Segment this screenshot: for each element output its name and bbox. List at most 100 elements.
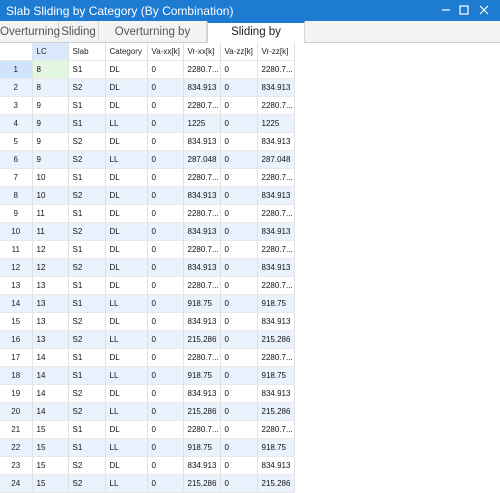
table-cell[interactable]: 9	[32, 96, 69, 115]
table-cell[interactable]: 0	[220, 438, 258, 457]
table-cell[interactable]: S1	[68, 60, 106, 79]
table-cell[interactable]: 0	[147, 150, 184, 169]
table-cell[interactable]: 15	[32, 420, 69, 439]
table-cell[interactable]: 0	[220, 78, 258, 97]
table-row[interactable]: 14 13 S1 LL 0 918.75 0 918.75	[0, 294, 295, 313]
table-row[interactable]: 4 9 S1 LL 0 1225 0 1225	[0, 114, 295, 133]
table-cell[interactable]: 10	[32, 168, 69, 187]
table-cell[interactable]: 0	[147, 132, 184, 151]
table-cell[interactable]: 2280.7...	[257, 276, 295, 295]
tab-overturning-by-category[interactable]: Overturning by Category	[99, 21, 207, 60]
table-cell[interactable]: 11	[32, 204, 69, 223]
table-cell[interactable]: 0	[220, 456, 258, 475]
table-cell[interactable]: 834.913	[183, 258, 221, 277]
minimize-icon[interactable]	[438, 2, 454, 18]
table-cell[interactable]: DL	[105, 312, 148, 331]
table-cell[interactable]: 0	[220, 384, 258, 403]
table-cell[interactable]: S2	[68, 186, 106, 205]
table-cell[interactable]: S1	[68, 114, 106, 133]
table-cell[interactable]: 918.75	[257, 438, 295, 457]
table-cell[interactable]: 2280.7...	[183, 276, 221, 295]
table-cell[interactable]: 834.913	[183, 78, 221, 97]
table-cell[interactable]: DL	[105, 96, 148, 115]
table-cell[interactable]: 918.75	[257, 294, 295, 313]
column-header-vr-xx[interactable]: Vr-xx[k]	[183, 43, 221, 61]
table-cell[interactable]: 0	[147, 114, 184, 133]
table-cell[interactable]: 2280.7...	[183, 348, 221, 367]
table-cell[interactable]: 2280.7...	[257, 420, 295, 439]
table-cell[interactable]: 0	[220, 348, 258, 367]
table-row[interactable]: 23 15 S2 DL 0 834.913 0 834.913	[0, 456, 295, 475]
table-cell[interactable]: 834.913	[257, 312, 295, 331]
table-cell[interactable]: S2	[68, 150, 106, 169]
table-cell[interactable]: 834.913	[183, 186, 221, 205]
table-cell[interactable]: DL	[105, 348, 148, 367]
table-cell[interactable]: DL	[105, 258, 148, 277]
table-cell[interactable]: 0	[220, 258, 258, 277]
table-cell[interactable]: 0	[147, 330, 184, 349]
table-cell[interactable]: 287.048	[257, 150, 295, 169]
table-cell[interactable]: 8	[32, 60, 69, 79]
table-cell[interactable]: S1	[68, 168, 106, 187]
table-row[interactable]: 10 11 S2 DL 0 834.913 0 834.913	[0, 222, 295, 241]
table-cell[interactable]: 0	[220, 186, 258, 205]
table-cell[interactable]: LL	[105, 150, 148, 169]
table-cell[interactable]: S2	[68, 222, 106, 241]
table-cell[interactable]: 0	[147, 204, 184, 223]
table-cell[interactable]: 0	[147, 78, 184, 97]
table-cell[interactable]: S2	[68, 258, 106, 277]
table-cell[interactable]: 1225	[183, 114, 221, 133]
table-row[interactable]: 20 14 S2 LL 0 215.286 0 215.286	[0, 402, 295, 421]
table-cell[interactable]: 2280.7...	[183, 168, 221, 187]
table-cell[interactable]: 215.286	[183, 474, 221, 493]
table-row[interactable]: 21 15 S1 DL 0 2280.7... 0 2280.7...	[0, 420, 295, 439]
table-cell[interactable]: 215.286	[257, 402, 295, 421]
table-cell[interactable]: LL	[105, 474, 148, 493]
table-cell[interactable]: 0	[220, 96, 258, 115]
table-row[interactable]: 13 13 S1 DL 0 2280.7... 0 2280.7...	[0, 276, 295, 295]
table-row[interactable]: 8 10 S2 DL 0 834.913 0 834.913	[0, 186, 295, 205]
table-cell[interactable]: 0	[147, 456, 184, 475]
table-cell[interactable]: 0	[147, 474, 184, 493]
table-row[interactable]: 6 9 S2 LL 0 287.048 0 287.048	[0, 150, 295, 169]
table-cell[interactable]: 13	[32, 330, 69, 349]
table-row[interactable]: 9 11 S1 DL 0 2280.7... 0 2280.7...	[0, 204, 295, 223]
column-header-lc[interactable]: LC	[32, 43, 69, 61]
table-cell[interactable]: DL	[105, 204, 148, 223]
table-cell[interactable]: S2	[68, 456, 106, 475]
table-cell[interactable]: 918.75	[183, 294, 221, 313]
table-row[interactable]: 24 15 S2 LL 0 215.286 0 215.286	[0, 474, 295, 493]
table-cell[interactable]: 0	[220, 276, 258, 295]
table-row[interactable]: 18 14 S1 LL 0 918.75 0 918.75	[0, 366, 295, 385]
table-cell[interactable]: 0	[147, 186, 184, 205]
table-cell[interactable]: 0	[147, 384, 184, 403]
table-cell[interactable]: 834.913	[183, 132, 221, 151]
table-cell[interactable]: 2280.7...	[257, 60, 295, 79]
table-cell[interactable]: 14	[32, 384, 69, 403]
table-cell[interactable]: 10	[32, 186, 69, 205]
table-cell[interactable]: 2280.7...	[183, 240, 221, 259]
table-cell[interactable]: 13	[32, 276, 69, 295]
table-cell[interactable]: S1	[68, 240, 106, 259]
table-cell[interactable]: 14	[32, 402, 69, 421]
table-row[interactable]: 19 14 S2 DL 0 834.913 0 834.913	[0, 384, 295, 403]
table-cell[interactable]: 9	[32, 114, 69, 133]
table-cell[interactable]: DL	[105, 420, 148, 439]
table-cell[interactable]: 834.913	[257, 222, 295, 241]
table-cell[interactable]: 834.913	[257, 186, 295, 205]
table-cell[interactable]: 0	[147, 96, 184, 115]
table-cell[interactable]: 8	[32, 78, 69, 97]
table-cell[interactable]: 0	[147, 168, 184, 187]
table-row[interactable]: 22 15 S1 LL 0 918.75 0 918.75	[0, 438, 295, 457]
table-cell[interactable]: 287.048	[183, 150, 221, 169]
table-cell[interactable]: 0	[147, 402, 184, 421]
table-cell[interactable]: 0	[147, 258, 184, 277]
table-cell[interactable]: 0	[220, 330, 258, 349]
table-cell[interactable]: 9	[32, 150, 69, 169]
table-cell[interactable]: 0	[220, 402, 258, 421]
table-cell[interactable]: 0	[147, 438, 184, 457]
table-cell[interactable]: DL	[105, 78, 148, 97]
table-cell[interactable]: 9	[32, 132, 69, 151]
table-cell[interactable]: 0	[147, 420, 184, 439]
table-cell[interactable]: 0	[220, 366, 258, 385]
